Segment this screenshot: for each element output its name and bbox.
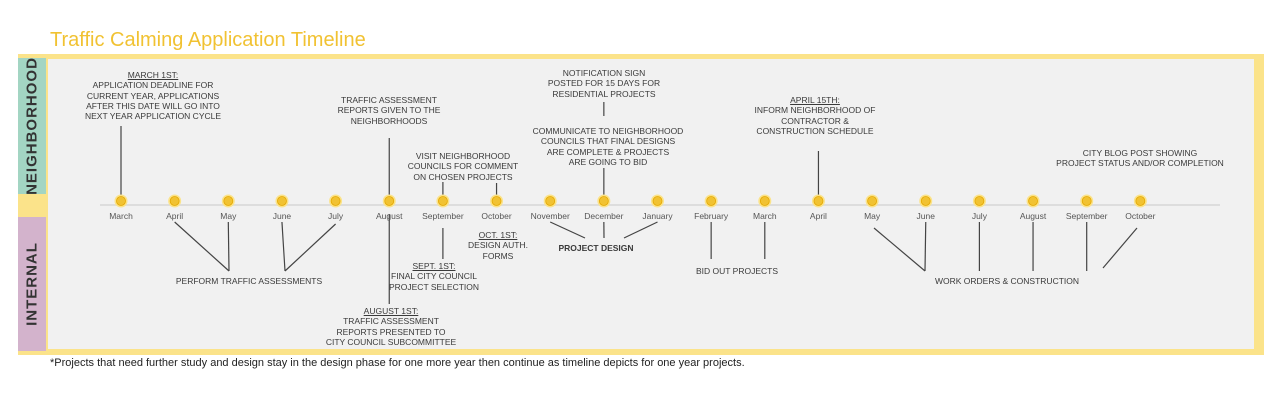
timeline-marker — [545, 196, 556, 206]
note-text: TRAFFIC ASSESSMENT REPORTS GIVEN TO THE … — [337, 95, 441, 126]
note-sept-first: SEPT. 1ST: FINAL CITY COUNCIL PROJECT SEL… — [389, 261, 479, 292]
timeline-marker — [759, 196, 770, 206]
month-label: August — [376, 211, 403, 221]
timeline-marker — [867, 196, 877, 206]
group-connector — [227, 221, 230, 272]
group-connector — [281, 221, 286, 272]
month-label: April — [166, 211, 184, 221]
note-text: INFORM NEIGHBORHOOD OF CONTRACTOR & CONS… — [754, 105, 876, 137]
note-date: MARCH 1ST: — [127, 70, 179, 80]
note-date: OCT. 1ST: — [478, 230, 518, 240]
timeline-marker — [598, 196, 609, 206]
timeline-marker — [169, 196, 180, 206]
month-label: October — [1125, 211, 1156, 221]
month-label: June — [272, 211, 292, 221]
note-text: TRAFFIC ASSESSMENT REPORTS PRESENTED TO … — [325, 316, 457, 348]
note-city-blog-post: CITY BLOG POST SHOWING PROJECT STATUS AN… — [1056, 148, 1224, 169]
month-label: August — [1019, 211, 1047, 221]
month-label: February — [694, 211, 729, 221]
group-connector — [623, 221, 658, 239]
month-label: March — [752, 211, 777, 221]
note-notification-sign: NOTIFICATION SIGN POSTED FOR 15 DAYS FOR… — [548, 68, 660, 99]
month-label: May — [864, 211, 881, 221]
note-application-deadline: MARCH 1ST: APPLICATION DEADLINE FOR CURRE… — [85, 70, 221, 122]
note-date: APRIL 15TH: — [790, 95, 840, 105]
group-label-project-design: PROJECT DESIGN — [558, 243, 634, 253]
group-connector — [174, 221, 230, 272]
timeline-marker — [974, 196, 985, 206]
month-label: July — [328, 211, 344, 221]
timeline-marker — [706, 196, 717, 206]
internal-band — [18, 217, 46, 351]
note-visit-councils: VISIT NEIGHBORHOOD COUNCILS FOR COMMENT … — [408, 151, 519, 182]
timeline-marker — [1081, 196, 1092, 206]
note-text: NOTIFICATION SIGN POSTED FOR 15 DAYS FOR… — [547, 68, 661, 99]
timeline-marker — [813, 196, 824, 206]
timeline-marker — [437, 196, 448, 206]
timeline-marker — [223, 196, 234, 206]
timeline-marker — [1135, 196, 1146, 206]
timeline-marker — [384, 196, 395, 206]
timeline-marker — [920, 196, 931, 206]
note-oct-first: OCT. 1ST: DESIGN AUTH. FORMS — [468, 230, 528, 261]
note-text: VISIT NEIGHBORHOOD COUNCILS FOR COMMENT … — [407, 151, 519, 182]
page-title: Traffic Calming Application Timeline — [50, 29, 366, 51]
note-inform-contractor: APRIL 15TH: INFORM NEIGHBORHOOD OF CONTRA… — [755, 95, 876, 136]
month-label: October — [481, 211, 512, 221]
note-assessment-reports-given: TRAFFIC ASSESSMENT REPORTS GIVEN TO THE … — [338, 95, 441, 126]
timeline-marker — [1028, 196, 1038, 206]
note-text: DESIGN AUTH. FORMS — [468, 240, 528, 261]
timeline-marker — [116, 196, 126, 206]
footnote: *Projects that need further study and de… — [50, 357, 745, 369]
note-communicate-designs: COMMUNICATE TO NEIGHBORHOOD COUNCILS THA… — [533, 126, 684, 167]
note-august-first: AUGUST 1ST: TRAFFIC ASSESSMENT REPORTS PR… — [326, 306, 456, 347]
group-label-perform-assessments: PERFORM TRAFFIC ASSESSMENTS — [175, 276, 323, 286]
month-label: July — [971, 211, 987, 221]
timeline-marker — [330, 196, 341, 206]
month-label: December — [584, 211, 624, 221]
timeline-marker — [277, 196, 287, 206]
month-label: September — [1065, 211, 1108, 221]
note-date: AUGUST 1ST: — [363, 306, 419, 316]
note-text: APPLICATION DEADLINE FOR CURRENT YEAR, A… — [84, 80, 222, 122]
group-connector — [1102, 227, 1138, 269]
group-connector — [924, 221, 927, 272]
month-label: November — [530, 211, 570, 221]
timeline-marker — [652, 196, 663, 206]
month-label: September — [422, 211, 464, 221]
group-connector — [284, 223, 337, 272]
note-text: COMMUNICATE TO NEIGHBORHOOD COUNCILS THA… — [532, 126, 684, 168]
month-label: April — [809, 211, 827, 221]
month-label: March — [109, 211, 133, 221]
note-date: SEPT. 1ST: — [412, 261, 456, 271]
group-connector — [549, 221, 586, 239]
group-label-work-orders: WORK ORDERS & CONSTRUCTION — [934, 276, 1080, 286]
month-label: June — [916, 211, 935, 221]
month-label: January — [642, 211, 673, 221]
month-label: May — [220, 211, 237, 221]
timeline-marker — [491, 196, 502, 206]
group-connector — [873, 227, 926, 272]
neighborhood-band — [18, 58, 46, 194]
group-label-bid-out: BID OUT PROJECTS — [695, 266, 779, 276]
note-text: FINAL CITY COUNCIL PROJECT SELECTION — [388, 271, 480, 292]
note-text: CITY BLOG POST SHOWING PROJECT STATUS AN… — [1056, 148, 1224, 169]
